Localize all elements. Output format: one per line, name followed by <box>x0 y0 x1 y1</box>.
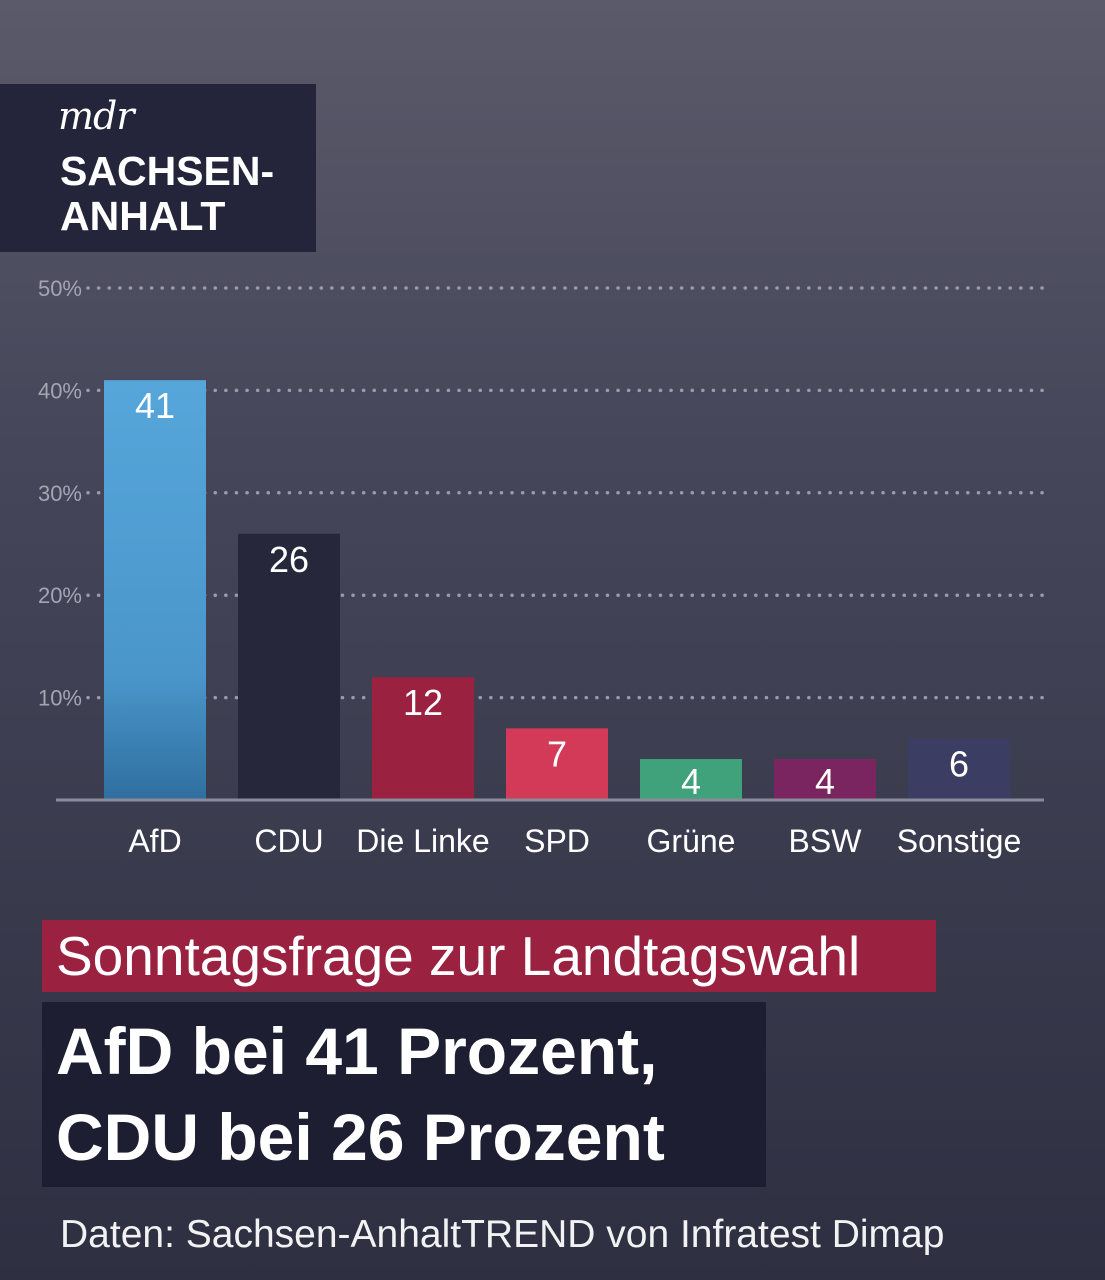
category-label: SPD <box>524 823 590 859</box>
y-tick-label: 10% <box>38 686 82 711</box>
category-label: BSW <box>789 823 863 859</box>
category-label: Sonstige <box>897 823 1022 859</box>
source-note: Daten: Sachsen-AnhaltTREND von Infratest… <box>60 1213 945 1256</box>
logo-box <box>0 84 316 252</box>
subtitle-box <box>42 920 936 992</box>
data-label: 7 <box>547 733 567 774</box>
headline-line-1: AfD bei 41 Prozent, <box>56 1014 658 1088</box>
bar <box>506 728 608 800</box>
bar-chart: 10% 20% 30% 40% 50% 41 AfD 26 CDU 12 Die Linke 7 SP… <box>38 276 1046 859</box>
bar <box>640 759 742 800</box>
category-label: AfD <box>128 823 181 859</box>
y-tick-label: 50% <box>38 276 82 301</box>
category-label: Die Linke <box>356 823 489 859</box>
y-tick-label: 40% <box>38 378 82 403</box>
bar <box>372 677 474 800</box>
logo-line-1: SACHSEN- <box>60 148 275 194</box>
data-label: 41 <box>135 385 175 426</box>
bar <box>774 759 876 800</box>
category-label: Grüne <box>647 823 736 859</box>
data-label: 4 <box>681 761 701 802</box>
headline-box <box>42 1002 766 1187</box>
category-label: CDU <box>254 823 323 859</box>
headline-line-2: CDU bei 26 Prozent <box>56 1100 665 1174</box>
data-label: 4 <box>815 761 835 802</box>
bar <box>908 738 1010 800</box>
subtitle: Sonntagsfrage zur Landtagswahl <box>56 925 861 987</box>
mdr-logo: mdr <box>58 94 135 138</box>
bar <box>238 533 340 800</box>
data-label: 26 <box>269 539 309 580</box>
data-label: 6 <box>949 744 969 785</box>
y-tick-label: 30% <box>38 481 82 506</box>
y-tick-label: 20% <box>38 583 82 608</box>
bar <box>104 380 206 800</box>
logo-line-2: ANHALT <box>60 193 226 239</box>
data-label: 12 <box>403 682 443 723</box>
